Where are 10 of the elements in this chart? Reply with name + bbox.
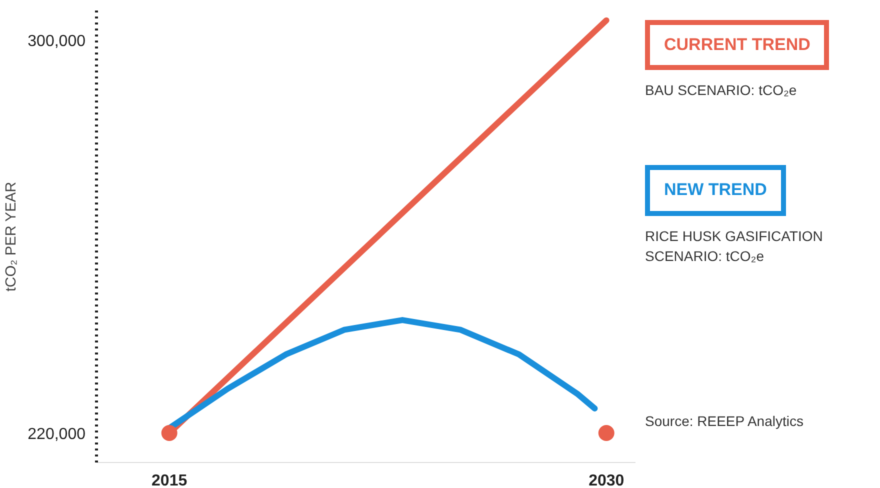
y-tick-label: 220,000 <box>28 426 86 444</box>
x-tick-label: 2015 <box>152 472 188 488</box>
text: CURRENT TREND <box>664 34 810 56</box>
text: RICE HUSK GASIFICATION SCENARIO: tCO₂e <box>645 226 824 266</box>
x-tick-label: 2030 <box>588 472 624 488</box>
text: NEW TREND <box>664 179 767 202</box>
source-note: Source: REEEP Analytics <box>645 412 804 431</box>
y-tick-label: 300,000 <box>28 32 86 50</box>
y-axis-title: tCO₂ PER YEAR <box>4 182 20 292</box>
text: BAU SCENARIO: tCO₂e <box>645 81 797 100</box>
